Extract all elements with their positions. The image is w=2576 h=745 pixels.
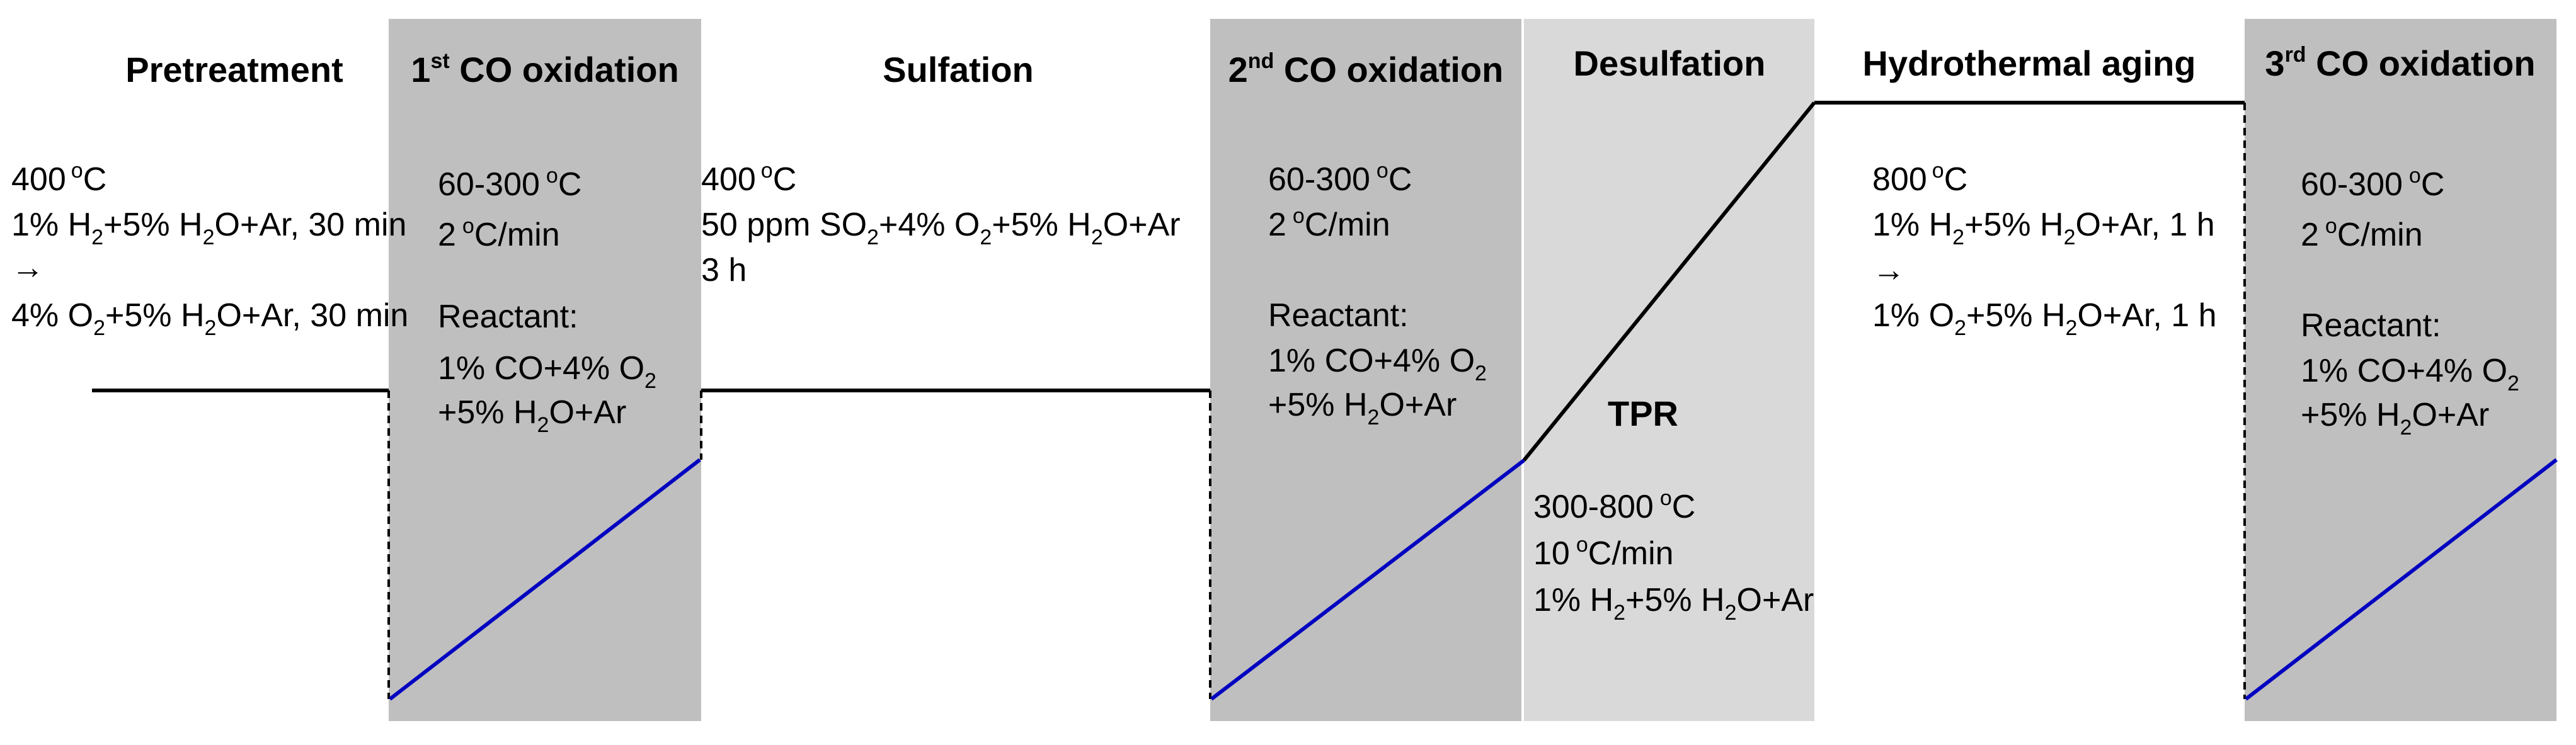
sulfation-feed: 50 ppm SO2+4% O2+5% H2O+Ar	[701, 207, 1181, 249]
transition-drops	[387, 103, 2246, 699]
sulfation-title: Sulfation	[883, 50, 1034, 89]
pretreatment-arrow: →	[11, 249, 44, 286]
co-oxidation-3-feed-line-2: +5% H2O+Ar	[2301, 397, 2489, 440]
co-oxidation-2-rate: 2 oC/min	[1268, 204, 1390, 243]
co-oxidation-3-reactant-label: Reactant:	[2301, 307, 2441, 344]
co-oxidation-3-band	[2245, 19, 2556, 721]
co-oxidation-2-feed-line-1: 1% CO+4% O2	[1268, 343, 1487, 385]
desulfation-range: 300-800 oC	[1533, 486, 1695, 525]
sulfation-temp: 400 oC	[701, 159, 796, 198]
desulfation-rate: 10 oC/min	[1533, 533, 1674, 572]
desulfation-method: TPR	[1608, 394, 1678, 433]
desulfation-ramp-line	[1522, 101, 1816, 462]
co-oxidation-3-rate: 2 oC/min	[2301, 214, 2423, 253]
co-oxidation-3-range: 60-300 oC	[2301, 164, 2444, 203]
co-oxidation-2-title: 2nd CO oxidation	[1228, 49, 1504, 89]
co-oxidation-2-reactant-label: Reactant:	[1268, 297, 1409, 334]
co-oxidation-1-feed-line-1: 1% CO+4% O2	[438, 350, 656, 393]
hydrothermal-arrow: →	[1872, 252, 1905, 288]
hydrothermal-title: Hydrothermal aging	[1863, 43, 2196, 83]
desulfation-band	[1524, 19, 1814, 721]
co-oxidation-1-range: 60-300 oC	[438, 164, 581, 203]
pretreatment-temp: 400 oC	[11, 159, 106, 198]
hydrothermal-temp: 800 oC	[1872, 159, 1967, 198]
co-oxidation-1-band	[389, 19, 701, 721]
co-oxidation-3-feed-line-1: 1% CO+4% O2	[2301, 353, 2519, 395]
co-oxidation-1-title: 1st CO oxidation	[411, 49, 678, 89]
sulfation-time: 3 h	[701, 252, 747, 288]
desulfation-feed: 1% H2+5% H2O+Ar	[1533, 582, 1814, 625]
co-oxidation-3-ramp	[2245, 458, 2558, 701]
co-oxidation-2-ramp	[1210, 458, 1525, 701]
pretreatment-title: Pretreatment	[125, 50, 343, 89]
hydrothermal-step-1: 1% H2+5% H2O+Ar, 1 h	[1872, 207, 2215, 249]
co-oxidation-3-title: 3rd CO oxidation	[2265, 43, 2535, 83]
co-oxidation-1-ramp	[389, 458, 701, 701]
co-oxidation-1-reactant-label: Reactant:	[438, 299, 578, 335]
co-oxidation-1-rate: 2 oC/min	[438, 214, 560, 253]
desulfation-title: Desulfation	[1574, 43, 1766, 83]
pretreatment-step-2: 4% O2+5% H2O+Ar, 30 min	[11, 297, 408, 340]
co-oxidation-2-band	[1210, 19, 1521, 721]
pretreatment-step-1: 1% H2+5% H2O+Ar, 30 min	[11, 207, 406, 249]
co-oxidation-ramps	[389, 458, 2558, 701]
co-oxidation-1-feed-line-2: +5% H2O+Ar	[438, 394, 626, 437]
temperature-profile	[92, 101, 2245, 462]
co-oxidation-2-feed-line-2: +5% H2O+Ar	[1268, 387, 1457, 429]
co-oxidation-2-range: 60-300 oC	[1268, 159, 1412, 198]
hydrothermal-step-2: 1% O2+5% H2O+Ar, 1 h	[1872, 297, 2217, 340]
